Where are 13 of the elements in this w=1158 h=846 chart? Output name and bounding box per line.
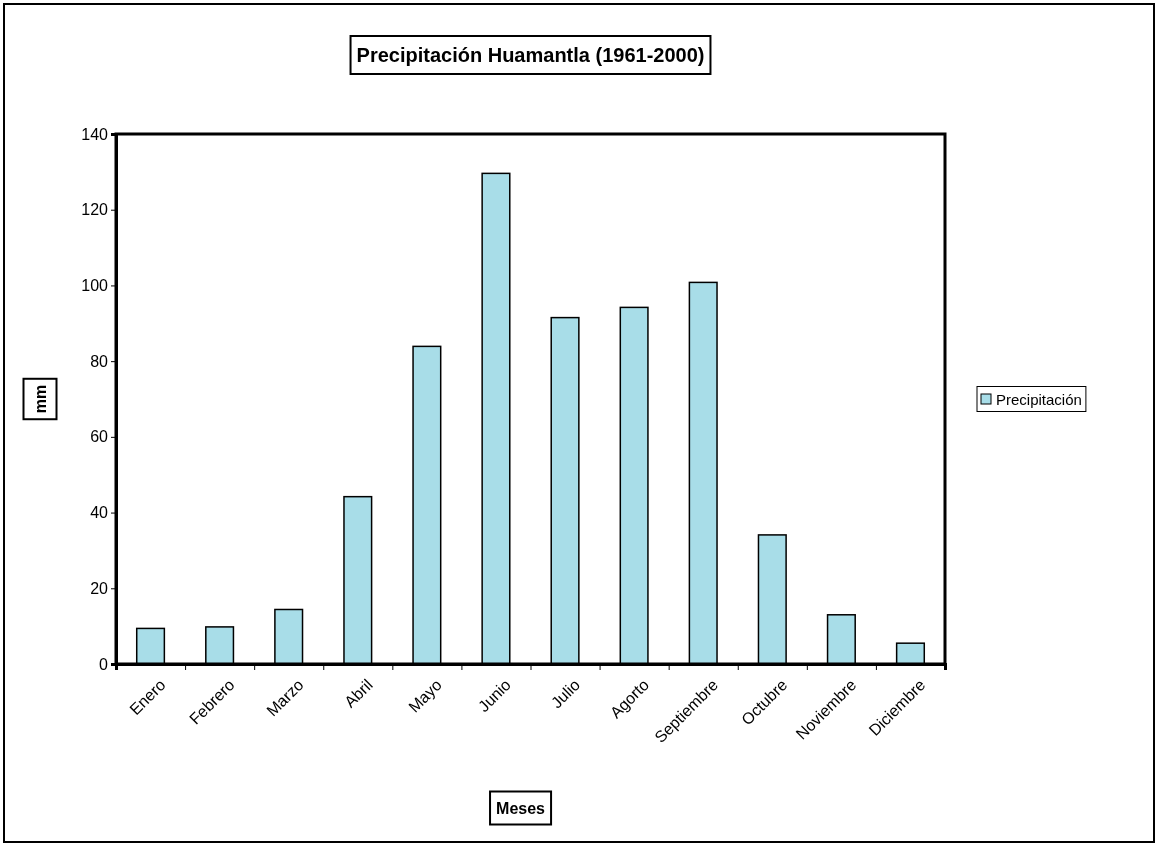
x-axis-title: Meses [496,799,546,817]
y-tick-label: 80 [90,352,109,370]
legend-label: Precipitación [996,390,1082,408]
y-tick-label: 120 [81,201,109,219]
chart-title: Precipitación Huamantla (1961-2000) [356,44,705,66]
x-tick-label: Julio [547,675,584,712]
y-tick-label: 40 [90,504,109,522]
y-tick-label: 140 [81,125,109,143]
y-tick-label: 0 [99,655,109,673]
y-axis-title: mm [31,384,49,414]
y-tick-label: 20 [90,579,109,597]
y-tick-label: 60 [90,428,109,446]
y-tick-label: 100 [81,277,109,295]
